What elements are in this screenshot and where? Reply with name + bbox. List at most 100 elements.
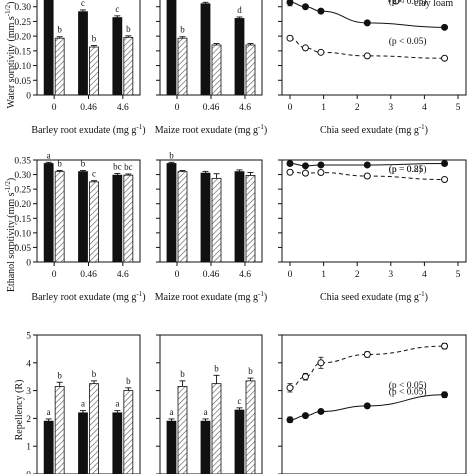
- bar: [211, 177, 222, 263]
- bar: [234, 409, 245, 474]
- data-point: [363, 161, 371, 169]
- bar: [78, 11, 88, 96]
- data-point: [286, 416, 294, 424]
- x-axis-label: Chia seed exudate (mg g-1): [320, 290, 428, 303]
- y-tick-label: 0.30: [14, 3, 31, 13]
- x-tick-label: 1: [321, 270, 326, 280]
- data-point: [317, 407, 325, 415]
- data-point: [441, 176, 449, 184]
- p-value-annotation: (p = 0.2): [389, 164, 422, 175]
- bar: [234, 171, 245, 263]
- bar: [166, 0, 177, 96]
- y-tick-label: 0.05: [14, 77, 31, 87]
- data-point: [286, 0, 294, 6]
- plot-frame: [281, 0, 467, 96]
- data-point: [317, 48, 325, 56]
- significance-letter: b: [57, 25, 62, 35]
- bar: [200, 172, 211, 263]
- x-tick-label: 0.46: [80, 103, 97, 113]
- plot-frame: [281, 159, 467, 263]
- x-tick-label: 2: [355, 270, 360, 280]
- bar: [211, 44, 222, 96]
- data-point: [317, 161, 325, 169]
- significance-letter: c: [92, 169, 96, 179]
- significance-letter: b: [126, 376, 131, 386]
- data-point: [317, 169, 325, 177]
- significance-letter: b: [92, 369, 97, 379]
- significance-letter: b: [57, 370, 62, 380]
- bar: [245, 44, 256, 96]
- y-tick-label: 4: [26, 359, 31, 369]
- bar: [112, 174, 123, 263]
- bar: [43, 420, 54, 474]
- bar: [43, 163, 54, 263]
- data-point: [301, 162, 309, 170]
- panel-ethanol-barley: 00.050.100.150.200.250.300.35ab0bc0.46bc…: [14, 150, 145, 303]
- data-point: [301, 3, 309, 11]
- x-tick-label: 4: [422, 103, 427, 113]
- significance-letter: c: [115, 4, 119, 14]
- x-tick-label: 2: [355, 103, 360, 113]
- x-axis-label: Barley root exudate (mg g-1): [31, 290, 145, 303]
- p-value-annotation: (p < 0.05): [389, 36, 427, 47]
- data-point: [286, 168, 294, 176]
- significance-letter: a: [170, 407, 174, 417]
- bar: [177, 37, 188, 96]
- x-tick-label: 4.6: [117, 270, 129, 280]
- significance-letter: c: [238, 396, 242, 406]
- x-tick-label: 0: [52, 103, 57, 113]
- x-tick-label: 4.6: [239, 270, 251, 280]
- bar: [54, 171, 65, 263]
- legend-clay-loam-label: clay loam: [414, 0, 453, 9]
- data-point: [441, 342, 449, 350]
- significance-letter: bc: [113, 161, 122, 171]
- bar: [245, 175, 256, 263]
- bar: [89, 181, 99, 263]
- bar: [200, 420, 211, 474]
- x-axis-label: Chia seed exudate (mg g-1): [320, 123, 428, 136]
- y-tick-label: 0.15: [14, 215, 31, 225]
- y-tick-label: 0.25: [14, 186, 31, 196]
- bar: [166, 420, 177, 474]
- data-point: [441, 391, 449, 399]
- significance-letter: c: [81, 0, 85, 8]
- data-point: [441, 23, 449, 31]
- y-tick-label: 0.25: [14, 18, 31, 28]
- bar: [200, 3, 211, 96]
- y-tick-label: 0.10: [14, 229, 31, 239]
- significance-letter: b: [248, 366, 253, 376]
- significance-letter: b: [180, 25, 185, 35]
- bar: [123, 36, 134, 96]
- data-point: [363, 350, 371, 358]
- x-tick-label: 0.46: [203, 270, 220, 280]
- significance-letter: bc: [124, 162, 133, 172]
- y-tick-label: 0.05: [14, 244, 31, 254]
- y-tick-label: 1: [26, 443, 31, 453]
- bar: [54, 37, 65, 96]
- significance-letter: b: [180, 369, 185, 379]
- data-point: [286, 34, 294, 42]
- significance-letter: a: [81, 399, 85, 409]
- panel-water-barley: 00.050.100.150.200.250.30b0cb0.46cb4.6Ba…: [14, 0, 146, 136]
- data-point: [441, 159, 449, 167]
- data-point: [301, 44, 309, 52]
- data-point: [286, 384, 294, 392]
- data-point: [301, 169, 309, 177]
- panel-repellency-chia: (p < 0.05)(p < 0.05): [278, 334, 467, 474]
- row-ylabel-repellency: Repellency (R): [14, 380, 25, 441]
- bar: [211, 383, 222, 474]
- x-tick-label: 3: [388, 270, 393, 280]
- significance-letter: b: [169, 150, 174, 160]
- x-tick-label: 0: [288, 103, 293, 113]
- y-tick-label: 0.20: [14, 200, 31, 210]
- data-point: [286, 159, 294, 167]
- x-tick-label: 4: [422, 270, 427, 280]
- x-tick-label: 0: [175, 270, 180, 280]
- row-ylabel-water: Water sorptivity (mm s-1/2): [4, 2, 17, 109]
- data-point: [363, 402, 371, 410]
- panel-repellency-maize: a b a b c b: [156, 334, 263, 474]
- panel-ethanol-maize: b 0 0.46 4.6 Maize root exudate (mg g-1): [155, 150, 267, 303]
- y-tick-label: 0.20: [14, 33, 31, 43]
